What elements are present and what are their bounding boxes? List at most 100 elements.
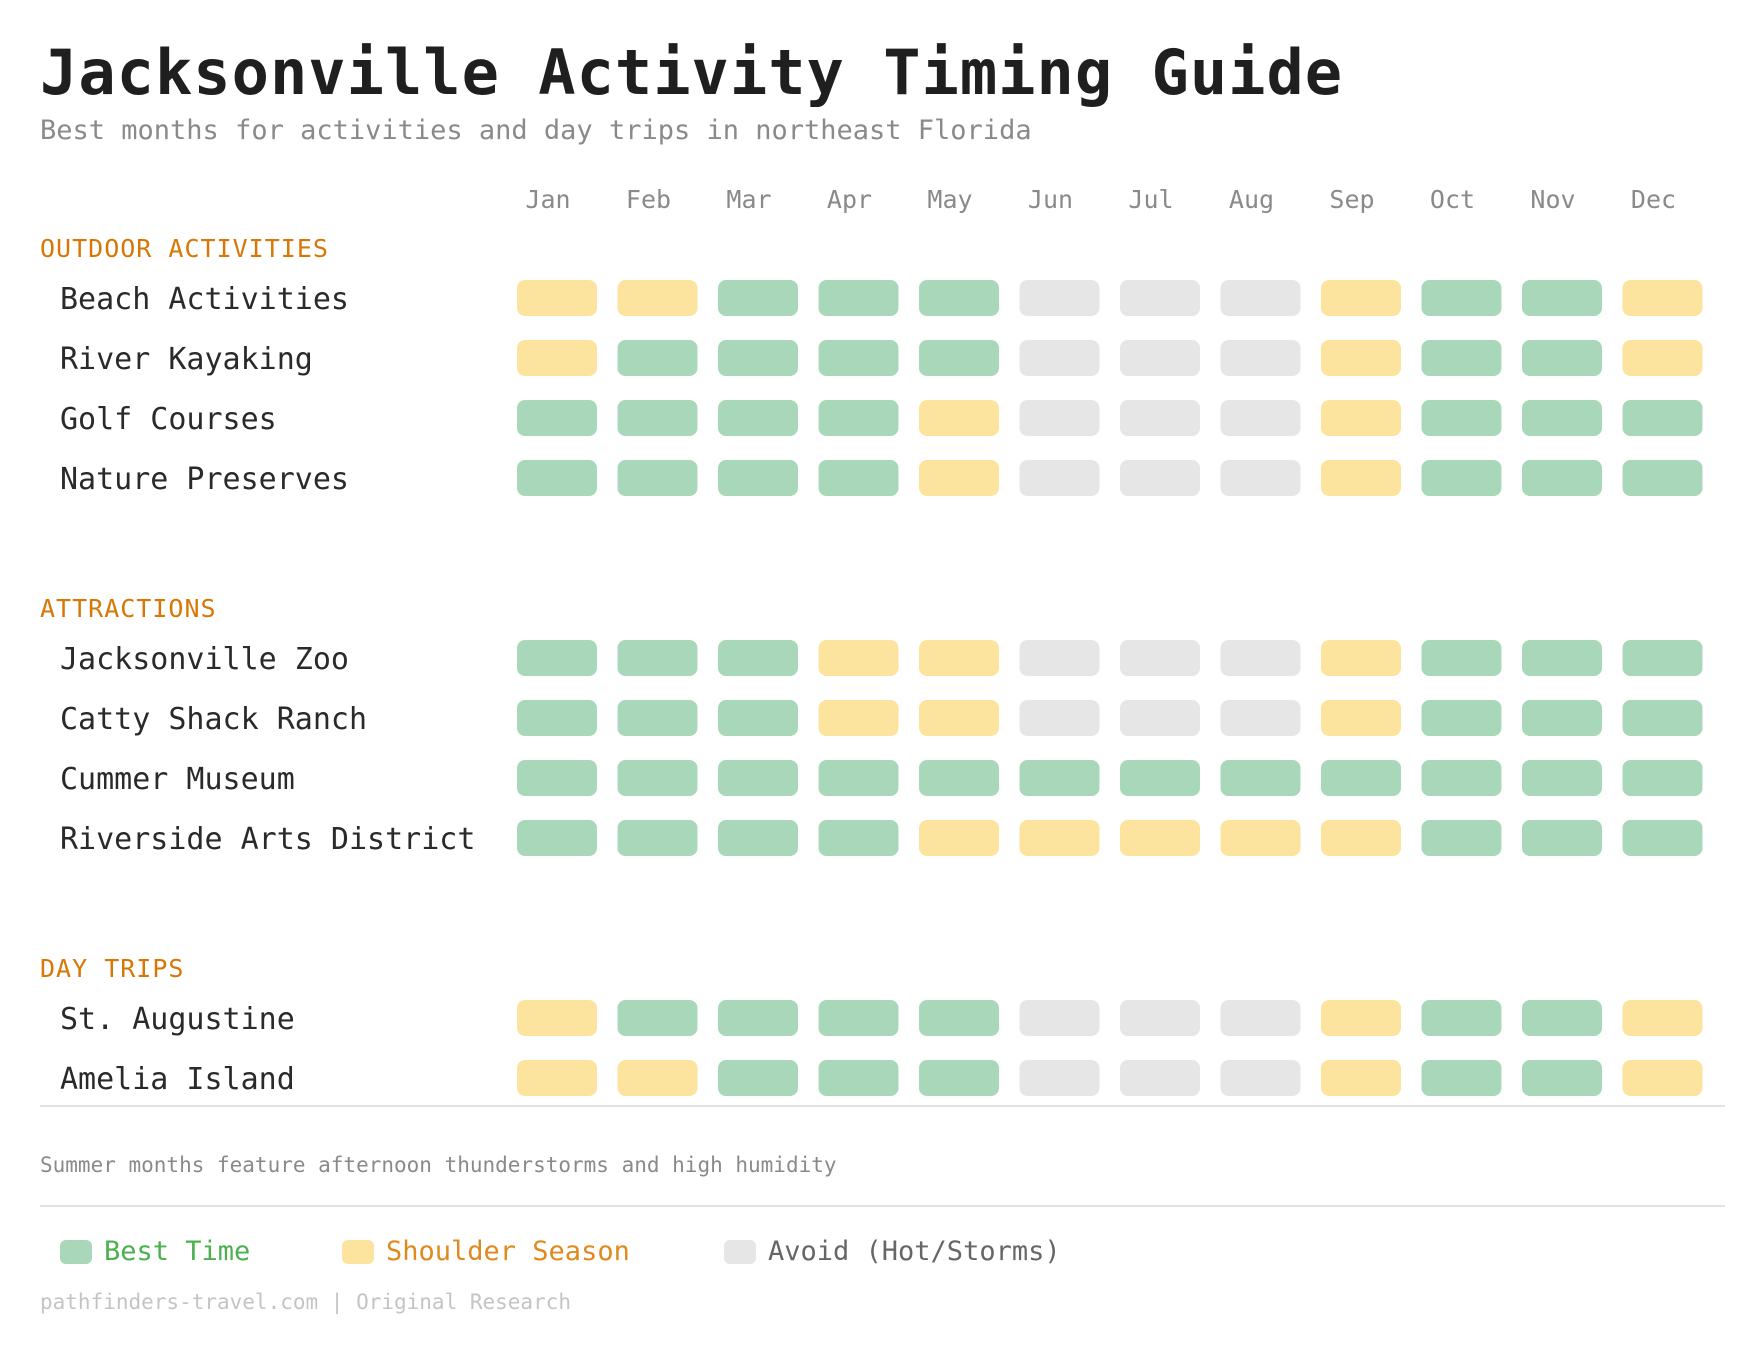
cell-avoid-jul: [1120, 340, 1200, 376]
row-label: Cummer Museum: [60, 762, 295, 797]
cell-avoid-aug: [1220, 640, 1301, 676]
cell-shoulder-sep: [1321, 700, 1401, 736]
cell-best-oct: [1421, 820, 1502, 856]
cell-shoulder-dec: [1622, 1000, 1703, 1036]
cell-avoid-jun: [1019, 1000, 1100, 1036]
row-label: Golf Courses: [60, 402, 277, 437]
cell-avoid-jun: [1019, 400, 1100, 436]
month-label-may: May: [927, 185, 972, 214]
section-title-2: DAY TRIPS: [40, 954, 184, 983]
cell-avoid-jun: [1019, 280, 1100, 316]
cell-avoid-jun: [1019, 1060, 1100, 1096]
legend-label-shoulder: Shoulder Season: [386, 1236, 630, 1267]
cell-shoulder-aug: [1220, 820, 1301, 856]
cell-best-nov: [1522, 760, 1602, 796]
cell-best-mar: [718, 760, 798, 796]
cell-best-oct: [1421, 280, 1502, 316]
cell-shoulder-jan: [517, 280, 597, 316]
legend-swatch-best: [60, 1239, 92, 1264]
cell-shoulder-sep: [1321, 640, 1401, 676]
cell-shoulder-may: [919, 820, 999, 856]
cell-best-oct: [1421, 460, 1502, 496]
month-label-feb: Feb: [626, 185, 671, 214]
month-label-jan: Jan: [525, 185, 570, 214]
cell-shoulder-sep: [1321, 400, 1401, 436]
cell-shoulder-dec: [1622, 1060, 1703, 1096]
month-label-nov: Nov: [1530, 185, 1575, 214]
cell-best-nov: [1522, 280, 1602, 316]
note-bottom-divider: [40, 1205, 1725, 1207]
cell-best-apr: [818, 760, 899, 796]
cell-best-dec: [1622, 640, 1703, 676]
footer-credit: pathfinders-travel.com | Original Resear…: [40, 1290, 572, 1314]
cell-avoid-jun: [1019, 700, 1100, 736]
cell-best-dec: [1622, 400, 1703, 436]
cell-best-mar: [718, 1060, 798, 1096]
cell-best-nov: [1522, 820, 1602, 856]
cell-best-jan: [517, 820, 597, 856]
cell-best-may: [919, 340, 999, 376]
cell-best-feb: [617, 820, 698, 856]
row-label: Beach Activities: [60, 282, 349, 317]
cell-shoulder-may: [919, 460, 999, 496]
note-top-divider: [40, 1105, 1725, 1107]
cell-shoulder-feb: [617, 1060, 698, 1096]
cell-best-nov: [1522, 640, 1602, 676]
cell-best-may: [919, 760, 999, 796]
legend-label-avoid: Avoid (Hot/Storms): [768, 1236, 1061, 1267]
month-label-dec: Dec: [1631, 185, 1676, 214]
cell-best-nov: [1522, 1060, 1602, 1096]
row-label: Riverside Arts District: [60, 822, 475, 857]
cell-best-mar: [718, 1000, 798, 1036]
month-label-sep: Sep: [1329, 185, 1374, 214]
cell-shoulder-sep: [1321, 820, 1401, 856]
month-label-mar: Mar: [726, 185, 771, 214]
cell-best-apr: [818, 400, 899, 436]
cell-best-mar: [718, 640, 798, 676]
cell-best-mar: [718, 700, 798, 736]
legend-item-avoid: Avoid (Hot/Storms): [724, 1236, 1061, 1267]
legend-label-best: Best Time: [104, 1236, 251, 1267]
cell-avoid-aug: [1220, 1000, 1301, 1036]
row-label: Catty Shack Ranch: [60, 702, 367, 737]
cell-best-feb: [617, 760, 698, 796]
cell-best-dec: [1622, 760, 1703, 796]
cell-avoid-aug: [1220, 460, 1301, 496]
cell-best-oct: [1421, 340, 1502, 376]
cell-shoulder-sep: [1321, 460, 1401, 496]
cell-avoid-jul: [1120, 1060, 1200, 1096]
cell-best-mar: [718, 400, 798, 436]
cell-best-apr: [818, 1000, 899, 1036]
month-label-jun: Jun: [1028, 185, 1073, 214]
cell-avoid-aug: [1220, 1060, 1301, 1096]
cell-shoulder-may: [919, 700, 999, 736]
cell-avoid-jul: [1120, 280, 1200, 316]
row-label: River Kayaking: [60, 342, 313, 377]
cell-best-jan: [517, 760, 597, 796]
cell-best-nov: [1522, 400, 1602, 436]
cell-best-jan: [517, 700, 597, 736]
month-label-oct: Oct: [1430, 185, 1475, 214]
page-subtitle: Best months for activities and day trips…: [40, 115, 1032, 146]
cell-avoid-jul: [1120, 700, 1200, 736]
cell-best-feb: [617, 1000, 698, 1036]
month-label-apr: Apr: [827, 185, 872, 214]
row-label: Jacksonville Zoo: [60, 642, 349, 677]
cell-best-apr: [818, 280, 899, 316]
legend-swatch-avoid: [724, 1239, 756, 1264]
cell-avoid-aug: [1220, 340, 1301, 376]
cell-best-aug: [1220, 760, 1301, 796]
cell-best-apr: [818, 460, 899, 496]
cell-best-nov: [1522, 1000, 1602, 1036]
cell-best-oct: [1421, 1060, 1502, 1096]
row-label: St. Augustine: [60, 1002, 295, 1037]
cell-best-sep: [1321, 760, 1401, 796]
cell-avoid-jul: [1120, 400, 1200, 436]
cell-best-feb: [617, 640, 698, 676]
cell-shoulder-jun: [1019, 820, 1100, 856]
cell-best-nov: [1522, 340, 1602, 376]
cell-shoulder-sep: [1321, 280, 1401, 316]
cell-best-apr: [818, 340, 899, 376]
cell-avoid-aug: [1220, 280, 1301, 316]
section-title-0: OUTDOOR ACTIVITIES: [40, 234, 329, 263]
